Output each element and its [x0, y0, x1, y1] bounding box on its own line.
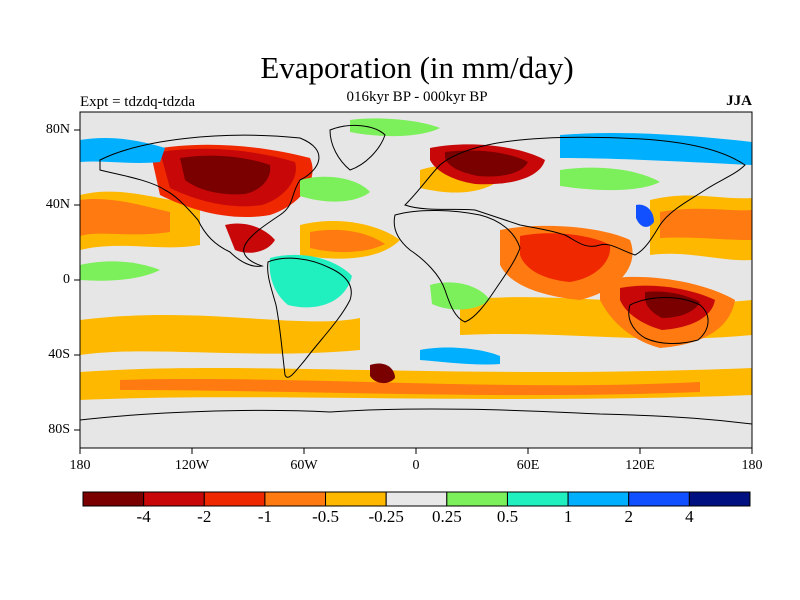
colorbar-label: 1 — [563, 507, 573, 526]
colorbar-swatch — [688, 491, 751, 507]
anomaly-region — [420, 347, 500, 365]
anomaly-region — [520, 233, 611, 282]
experiment-label: Expt = tdzdq-tdzda — [80, 94, 196, 110]
colorbar-label: -1 — [257, 507, 272, 526]
anomaly-region — [560, 167, 660, 191]
longitude-label: 60W — [290, 458, 318, 473]
colorbar-label: 0.25 — [431, 507, 462, 526]
latitude-label: 0 — [63, 272, 70, 287]
longitude-label: 180 — [69, 458, 91, 473]
longitude-label: 120W — [174, 458, 210, 473]
coastline-greenland — [329, 124, 386, 171]
anomaly-field — [80, 118, 752, 400]
latitude-label: 40N — [45, 197, 70, 212]
colorbar-label: -4 — [136, 507, 151, 526]
colorbar-swatch — [325, 491, 387, 507]
colorbar-swatch — [446, 491, 508, 507]
anomaly-region — [80, 199, 170, 236]
colorbar-swatch — [506, 491, 569, 507]
latitude-label: 80S — [48, 422, 70, 437]
colorbar-label: -0.25 — [368, 507, 404, 526]
coastlines — [80, 124, 752, 425]
longitude-label: 60E — [516, 458, 540, 473]
anomaly-region — [80, 261, 160, 281]
latitude-ticks — [74, 129, 80, 431]
latitude-label: 80N — [45, 122, 70, 137]
colorbar-label: 0.5 — [496, 507, 519, 526]
colorbar-swatch — [82, 491, 145, 507]
latitude-label: 40S — [48, 347, 70, 362]
anomaly-region — [300, 176, 370, 202]
coastline-north-america — [99, 134, 320, 267]
longitude-label: 180 — [741, 458, 763, 473]
colorbar-swatch — [567, 491, 630, 507]
anomaly-region — [445, 150, 528, 177]
colorbar-label: -0.5 — [312, 507, 339, 526]
coastline-eurasia — [404, 136, 746, 256]
colorbar-swatch — [143, 491, 205, 507]
longitude-label: 0 — [412, 458, 420, 473]
colorbar — [82, 491, 751, 507]
coastline-south-america — [267, 257, 352, 378]
colorbar-swatch — [628, 491, 690, 507]
colorbar-label: 4 — [685, 507, 694, 526]
colorbar-swatch — [203, 491, 266, 507]
anomaly-region — [560, 132, 752, 165]
season-label: JJA — [726, 93, 752, 109]
colorbar-swatch — [264, 491, 327, 507]
anomaly-region — [636, 204, 654, 227]
colorbar-label: -2 — [197, 507, 212, 526]
anomaly-region — [120, 379, 700, 396]
anomaly-region — [370, 363, 395, 384]
coastline-australia — [628, 297, 709, 344]
map-subtitle: 016kyr BP - 000kyr BP — [346, 89, 488, 105]
colorbar-swatch — [385, 491, 448, 507]
longitude-ticks — [79, 448, 753, 454]
colorbar-label: 2 — [624, 507, 633, 526]
coastline-africa — [393, 210, 521, 323]
anomaly-region — [80, 315, 360, 355]
anomaly-region — [660, 208, 752, 240]
anomaly-region — [310, 229, 385, 253]
anomaly-region — [180, 155, 271, 195]
anomaly-region — [269, 254, 352, 308]
anomaly-region — [350, 118, 440, 137]
map-title: Evaporation (in mm/day) — [260, 50, 574, 85]
coastline-antarctica — [80, 408, 752, 425]
longitude-label: 120E — [625, 458, 655, 473]
